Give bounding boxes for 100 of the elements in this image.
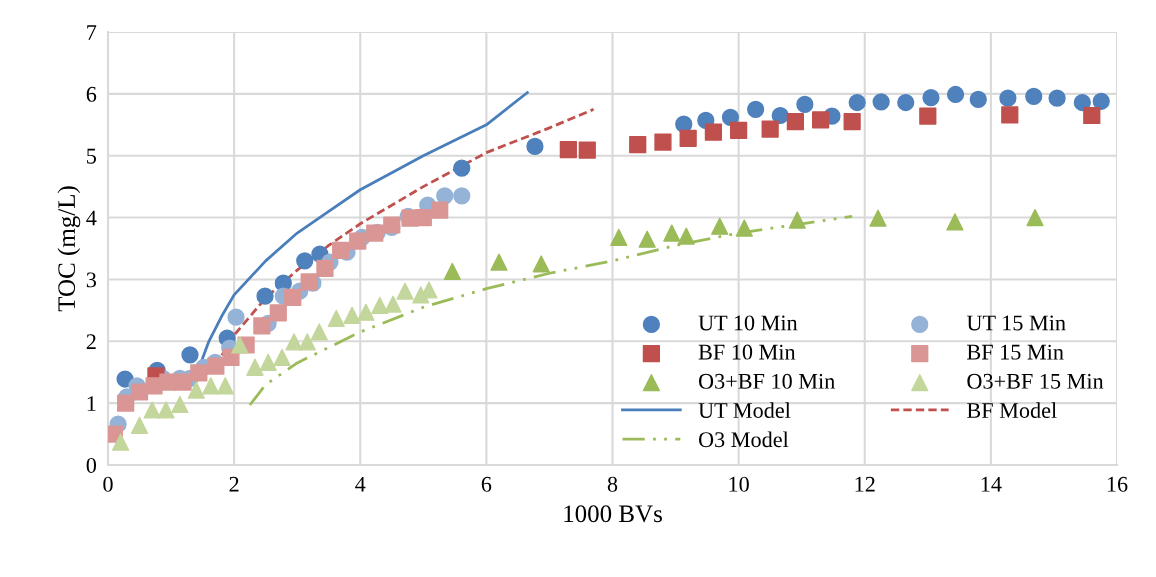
point [872, 93, 890, 111]
point [704, 123, 723, 141]
point [384, 295, 402, 313]
legend-label: BF 15 Min [967, 344, 1064, 360]
point [436, 187, 454, 205]
point [730, 121, 748, 139]
point [1026, 208, 1044, 227]
point [285, 333, 303, 351]
point [735, 219, 753, 237]
x-tick-label: 12 [855, 476, 875, 492]
point [349, 232, 367, 250]
point [711, 217, 729, 235]
point [159, 373, 177, 391]
point [663, 224, 681, 242]
point [747, 100, 765, 118]
point [848, 93, 866, 112]
point [357, 303, 375, 321]
point [327, 309, 345, 328]
point [227, 308, 245, 326]
point [371, 296, 389, 315]
point [453, 159, 471, 177]
point [453, 187, 471, 205]
point [490, 253, 508, 271]
point [946, 213, 964, 231]
point [788, 211, 806, 229]
point [343, 306, 361, 324]
x-tick-label: 6 [481, 476, 492, 492]
point [111, 433, 130, 451]
point [869, 209, 887, 227]
y-axis-title: TOC (mg/L) [57, 186, 81, 312]
point [1092, 92, 1110, 110]
point [999, 89, 1017, 107]
point [677, 227, 695, 245]
point [1083, 106, 1101, 125]
y-tick-label: 1 [87, 396, 96, 411]
point [771, 106, 789, 125]
point [559, 140, 577, 159]
point [130, 416, 149, 435]
point [969, 90, 987, 109]
y-tick-label: 5 [87, 148, 97, 164]
point [298, 333, 316, 351]
point [1073, 93, 1091, 112]
point [526, 137, 544, 156]
point [256, 287, 274, 305]
legend-label: O3+BF 15 Min [967, 373, 1104, 389]
point [332, 241, 350, 259]
point [919, 107, 937, 125]
legend-label: O3 Model [698, 431, 789, 448]
point [1001, 106, 1019, 124]
point [253, 317, 271, 335]
point [259, 353, 277, 371]
point [610, 228, 628, 246]
point [578, 141, 596, 159]
point [638, 230, 656, 248]
legend-label: UT 10 Min [698, 315, 798, 331]
point [796, 95, 814, 113]
point [202, 377, 220, 395]
point [216, 377, 234, 395]
x-tick-label: 2 [229, 476, 239, 492]
point [190, 364, 208, 382]
x-tick-label: 16 [1107, 476, 1128, 492]
y-tick-label: 3 [86, 272, 97, 288]
point [143, 401, 161, 419]
point [316, 259, 334, 277]
point [922, 88, 940, 107]
point [117, 394, 135, 412]
point [246, 358, 264, 376]
legend-label: UT 15 Min [966, 315, 1066, 331]
point [310, 323, 328, 341]
point [273, 348, 291, 366]
point [207, 357, 225, 375]
point [431, 201, 449, 219]
x-tick-label: 8 [607, 476, 618, 492]
point [396, 282, 414, 300]
point [654, 133, 672, 151]
point [187, 381, 205, 399]
point [532, 255, 550, 273]
y-tick-label: 4 [86, 210, 97, 226]
legend-label: BF Model [967, 402, 1057, 418]
x-tick-label: 14 [981, 476, 1002, 492]
point [414, 208, 432, 227]
legend-label: BF 10 Min [698, 344, 796, 360]
point [946, 85, 965, 104]
x-tick-label: 10 [729, 476, 749, 492]
point [843, 113, 861, 131]
point [171, 395, 189, 413]
x-tick-label: 4 [355, 476, 366, 492]
point [629, 135, 647, 154]
point [284, 288, 302, 306]
y-tick-label: 7 [87, 25, 97, 40]
point [443, 262, 461, 281]
point [269, 304, 287, 322]
point [675, 115, 693, 133]
legend-label: UT Model [698, 402, 791, 418]
x-axis-title: 1000 BVs [564, 505, 662, 523]
point [300, 273, 318, 291]
point [1025, 87, 1043, 105]
point [761, 120, 779, 138]
point [897, 93, 915, 112]
y-tick-label: 6 [86, 86, 97, 102]
